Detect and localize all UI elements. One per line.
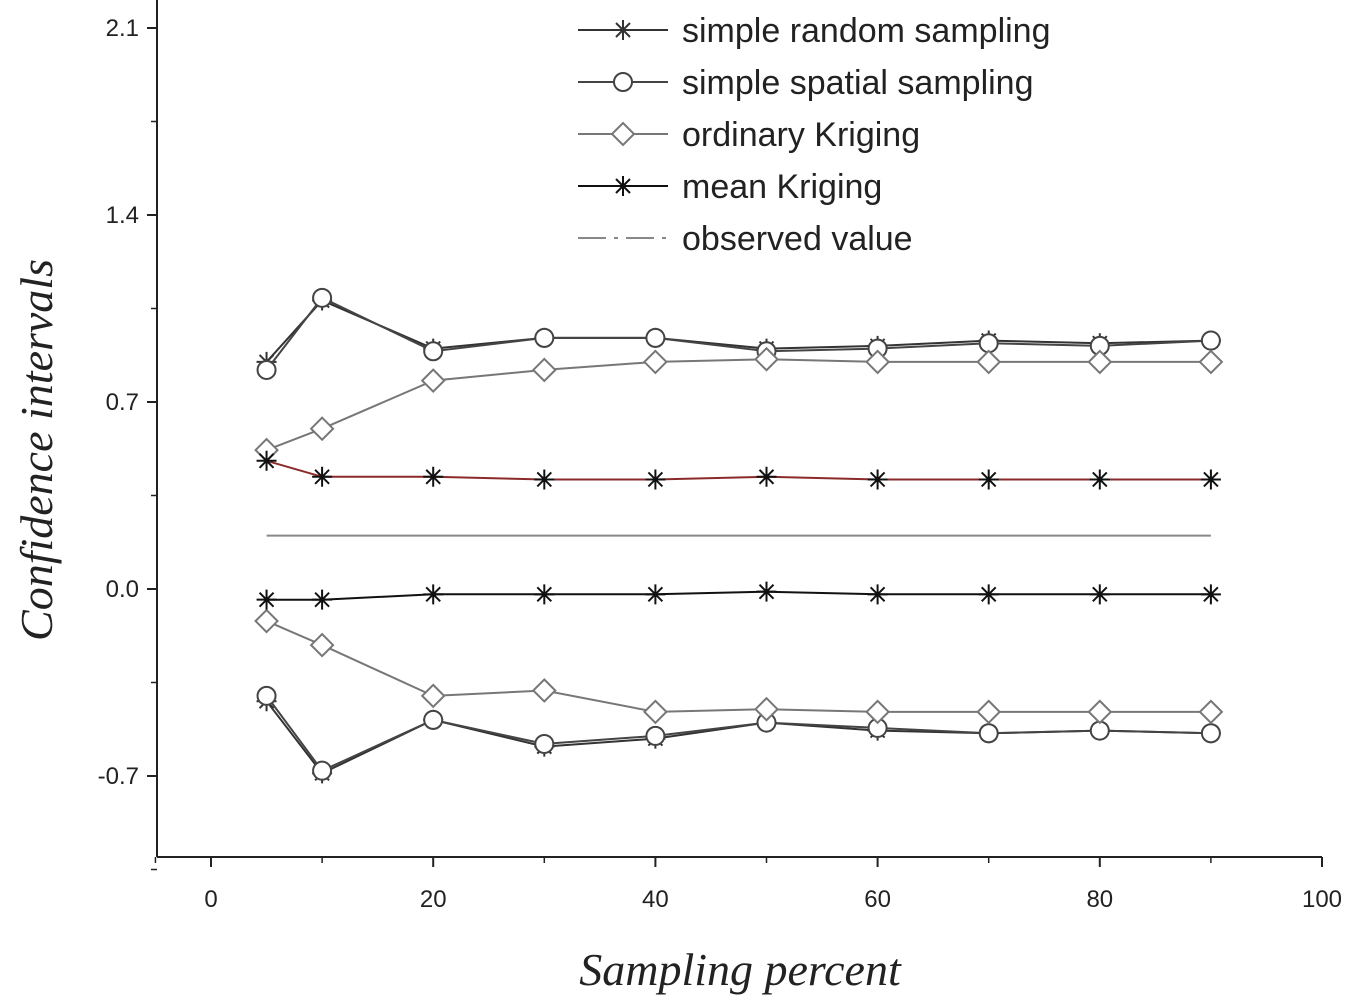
data-point-mean-kriging-upper [256,450,277,471]
y-tick-label: 0.7 [106,389,139,416]
data-point-ordinary-kriging-lower [865,699,891,725]
series-line-simple-spatial-sampling-lower [265,695,1211,772]
data-point-simple-spatial-sampling-upper [645,327,666,348]
data-point-mean-kriging-upper [645,469,666,490]
data-point-simple-spatial-sampling-lower [978,723,999,744]
data-point-ordinary-kriging-upper [976,349,1002,375]
data-point-mean-kriging-lower [256,589,277,610]
series-line-simple-random-sampling-upper [265,299,1211,363]
data-point-ordinary-kriging-lower [1198,699,1224,725]
x-tick-label: 40 [642,886,669,913]
x-axis-title: Sampling percent [579,944,902,995]
y-tick-label: 1.4 [106,202,139,229]
data-point-mean-kriging-upper [1089,469,1110,490]
legend-label-observed-value: observed value [682,220,913,258]
data-point-simple-spatial-sampling-lower [1200,723,1221,744]
legend-marker-mean-kriging [613,176,633,196]
legend: simple random sampling simple spatial sam… [578,12,1051,258]
data-point-mean-kriging-lower [1089,584,1110,605]
y-tick-label: -0.7 [98,763,139,790]
series-mean-kriging [256,450,1221,610]
data-point-mean-kriging-upper [978,469,999,490]
data-point-mean-kriging-lower [978,584,999,605]
data-point-mean-kriging-upper [534,469,555,490]
data-point-ordinary-kriging-upper [642,349,668,375]
legend-label-mean-kriging: mean Kriging [682,168,882,206]
data-point-ordinary-kriging-lower [254,608,279,634]
legend-label-simple-random-sampling: simple random sampling [682,12,1051,50]
series-line-simple-spatial-sampling-upper [265,296,1211,371]
x-tick-label: 80 [1086,886,1113,913]
series-line-ordinary-kriging-upper [266,358,1211,452]
data-point-ordinary-kriging-upper [420,368,446,394]
data-point-mean-kriging-lower [756,581,777,602]
data-point-simple-spatial-sampling-lower [534,733,555,754]
data-point-ordinary-kriging-upper [309,416,335,442]
data-point-simple-spatial-sampling-lower [423,709,444,730]
data-point-simple-spatial-sampling-upper [1200,330,1221,351]
data-point-ordinary-kriging-upper [531,357,557,383]
data-point-ordinary-kriging-lower [976,699,1002,725]
data-point-simple-spatial-sampling-lower [312,760,333,781]
data-point-mean-kriging-lower [312,589,333,610]
data-point-mean-kriging-lower [1200,584,1221,605]
series-line-mean-kriging-lower [266,590,1211,601]
series-layer [254,287,1224,784]
data-point-mean-kriging-lower [423,584,444,605]
x-tick-label: 0 [204,886,217,913]
data-point-simple-spatial-sampling-upper [256,359,277,380]
data-point-mean-kriging-upper [756,466,777,487]
data-point-ordinary-kriging-lower [531,678,557,703]
data-point-ordinary-kriging-lower [642,699,668,725]
x-tick-label: 20 [420,886,447,913]
legend-label-ordinary-kriging: ordinary Kriging [682,116,920,154]
legend-label-simple-spatial-sampling: simple spatial sampling [682,64,1034,102]
data-point-simple-spatial-sampling-lower [256,685,277,706]
data-point-ordinary-kriging-upper [865,349,891,375]
series-line-mean-kriging-upper [266,459,1211,481]
legend-marker-simple-random-sampling [613,20,633,40]
legend-marker-simple-spatial-sampling [613,72,633,92]
data-point-ordinary-kriging-upper [754,346,779,372]
data-point-simple-spatial-sampling-upper [534,327,555,348]
data-point-mean-kriging-upper [312,466,333,487]
data-point-ordinary-kriging-lower [309,632,335,658]
series-ordinary-kriging [254,346,1224,725]
data-point-simple-spatial-sampling-upper [423,341,444,362]
series-line-ordinary-kriging-lower [266,620,1211,713]
x-tick-label: 100 [1302,886,1342,913]
data-point-mean-kriging-upper [867,469,888,490]
y-tick-label: 0.0 [106,576,139,603]
data-point-ordinary-kriging-lower [420,683,446,709]
data-point-mean-kriging-lower [534,584,555,605]
data-point-simple-spatial-sampling-upper [312,287,333,308]
x-tick-label: 60 [864,886,891,913]
data-point-mean-kriging-upper [1200,469,1221,490]
data-point-ordinary-kriging-lower [1087,699,1113,725]
axes [156,0,1322,858]
data-point-simple-spatial-sampling-lower [645,725,666,746]
data-point-ordinary-kriging-upper [1087,349,1113,375]
data-point-mean-kriging-lower [867,584,888,605]
y-axis-title: Confidence intervals [11,259,62,641]
x-ticks: 0 20 40 60 80 100 [154,857,1342,913]
data-point-mean-kriging-upper [423,466,444,487]
data-point-ordinary-kriging-upper [1198,349,1224,375]
data-point-mean-kriging-lower [645,584,666,605]
y-ticks: -0.7 0.0 0.7 1.4 2.1 [98,15,157,871]
data-point-ordinary-kriging-lower [754,696,779,722]
y-tick-label: 2.1 [106,15,139,42]
legend-marker-ordinary-kriging [610,121,636,147]
